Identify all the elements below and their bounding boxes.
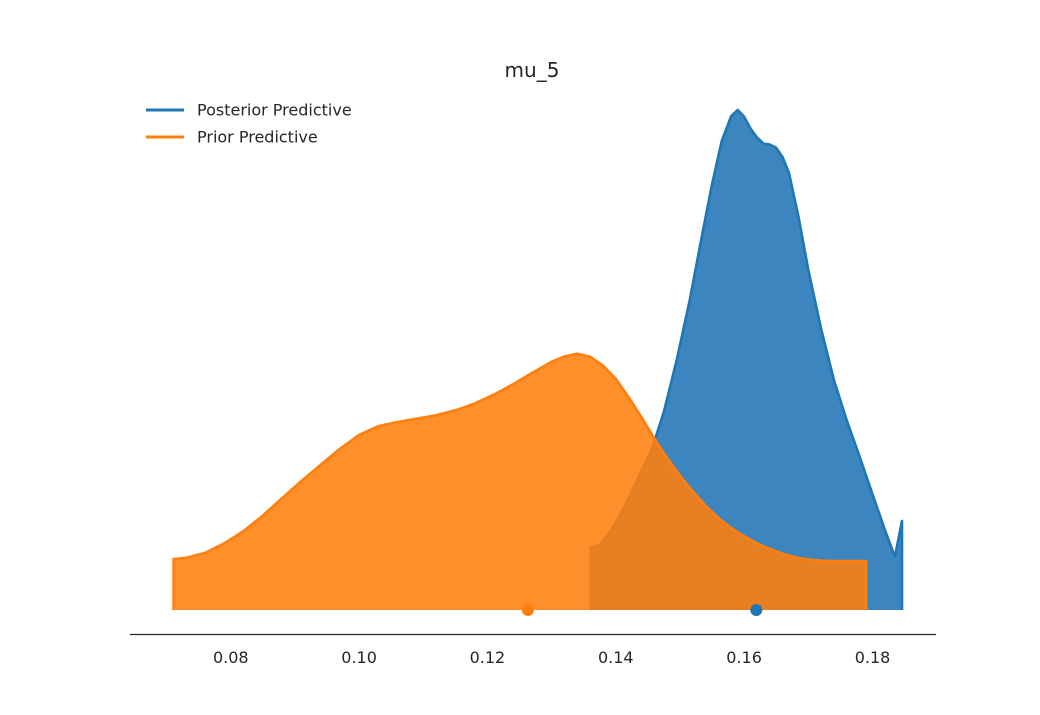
legend: Posterior Predictive Prior Predictive xyxy=(146,101,352,147)
x-tick-label: 0.10 xyxy=(341,648,377,667)
x-axis-ticks: 0.08 0.10 0.12 0.14 0.16 0.18 xyxy=(213,648,890,667)
legend-label-posterior: Posterior Predictive xyxy=(197,101,352,120)
posterior-point-estimate xyxy=(750,604,763,616)
density-areas xyxy=(172,108,904,616)
prior-point-estimate xyxy=(521,604,534,616)
x-tick-label: 0.16 xyxy=(726,648,762,667)
legend-label-prior: Prior Predictive xyxy=(197,128,318,147)
prior-density-fill xyxy=(173,353,867,610)
x-tick-label: 0.18 xyxy=(855,648,891,667)
chart-title: mu_5 xyxy=(505,58,560,82)
x-tick-label: 0.12 xyxy=(470,648,506,667)
x-tick-label: 0.08 xyxy=(213,648,249,667)
x-tick-label: 0.14 xyxy=(598,648,634,667)
prior-density-line xyxy=(172,352,868,610)
